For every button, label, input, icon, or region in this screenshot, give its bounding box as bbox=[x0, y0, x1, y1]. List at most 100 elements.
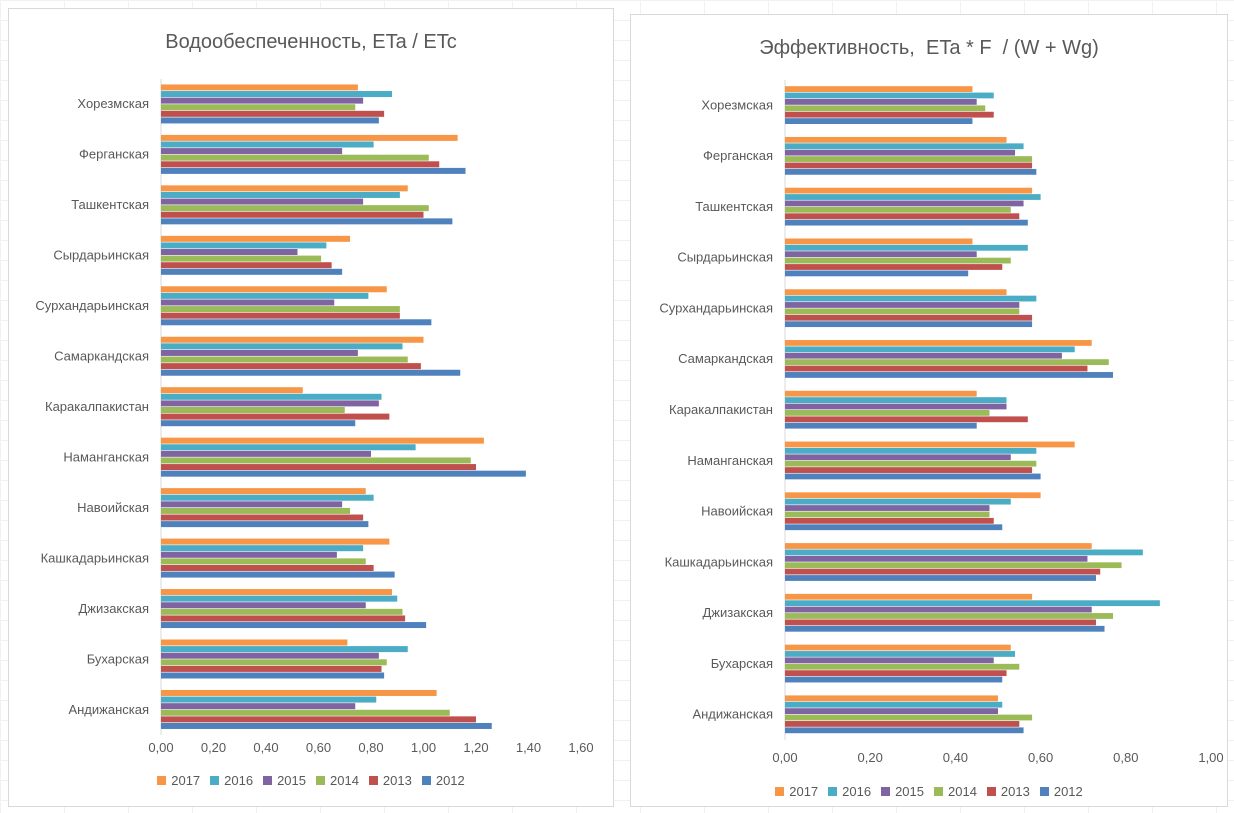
bar-2016[interactable] bbox=[161, 141, 374, 148]
bar-2012[interactable] bbox=[161, 167, 466, 174]
bar-2012[interactable] bbox=[161, 420, 356, 427]
bar-2017[interactable] bbox=[785, 238, 973, 245]
bar-2013[interactable] bbox=[161, 413, 390, 420]
bar-2014[interactable] bbox=[785, 359, 1109, 366]
bar-2014[interactable] bbox=[785, 562, 1122, 569]
bar-2016[interactable] bbox=[161, 595, 398, 602]
bar-2017[interactable] bbox=[785, 543, 1092, 549]
bar-2015[interactable] bbox=[161, 551, 337, 558]
bar-2015[interactable] bbox=[785, 251, 977, 258]
bar-2012[interactable] bbox=[785, 727, 1024, 734]
bar-2017[interactable] bbox=[785, 86, 973, 92]
bar-2012[interactable] bbox=[785, 321, 1033, 328]
legend-item-2014[interactable]: 2014 bbox=[934, 784, 977, 799]
legend-item-2015[interactable]: 2015 bbox=[881, 784, 924, 799]
bar-2016[interactable] bbox=[785, 143, 1024, 150]
bar-2012[interactable] bbox=[785, 524, 1003, 531]
legend-item-2017[interactable]: 2017 bbox=[775, 784, 818, 799]
chart-efficiency[interactable]: Эффективность, ETa * F / (W + Wg) Хорезм… bbox=[630, 14, 1228, 807]
legend-item-2012[interactable]: 2012 bbox=[1039, 784, 1083, 799]
bar-2015[interactable] bbox=[785, 505, 990, 511]
bar-2017[interactable] bbox=[161, 235, 350, 242]
bar-2014[interactable] bbox=[161, 205, 429, 212]
bar-2014[interactable] bbox=[785, 257, 1011, 264]
bar-2016[interactable] bbox=[785, 92, 994, 99]
bar-2012[interactable] bbox=[785, 219, 1028, 226]
bar-2012[interactable] bbox=[161, 117, 379, 124]
bar-2013[interactable] bbox=[161, 110, 385, 117]
bar-2016[interactable] bbox=[161, 91, 392, 98]
bar-2015[interactable] bbox=[785, 98, 977, 105]
bar-2017[interactable] bbox=[785, 492, 1041, 499]
legend-item-2013[interactable]: 2013 bbox=[986, 784, 1030, 799]
bar-2015[interactable] bbox=[785, 606, 1092, 613]
bar-2013[interactable] bbox=[785, 670, 1007, 677]
bar-2012[interactable] bbox=[161, 369, 461, 376]
bar-2017[interactable] bbox=[161, 488, 366, 495]
bar-2015[interactable] bbox=[161, 602, 366, 609]
bar-2016[interactable] bbox=[161, 343, 403, 350]
bar-2016[interactable] bbox=[161, 292, 369, 299]
bar-2017[interactable] bbox=[785, 644, 1011, 651]
legend-item-2017[interactable]: 2017 bbox=[157, 773, 200, 788]
bar-2013[interactable] bbox=[161, 514, 364, 521]
bar-2013[interactable] bbox=[161, 665, 382, 672]
bar-2017[interactable] bbox=[161, 689, 437, 696]
bar-2016[interactable] bbox=[161, 191, 400, 198]
bar-2015[interactable] bbox=[161, 97, 364, 104]
bar-2016[interactable] bbox=[785, 295, 1037, 302]
bar-2014[interactable] bbox=[161, 154, 429, 161]
bar-2015[interactable] bbox=[161, 450, 371, 457]
bar-2016[interactable] bbox=[161, 494, 374, 501]
bar-2014[interactable] bbox=[785, 156, 1033, 162]
bar-2017[interactable] bbox=[161, 134, 458, 141]
bar-2012[interactable] bbox=[161, 722, 492, 729]
bar-2014[interactable] bbox=[161, 558, 366, 565]
bar-2014[interactable] bbox=[785, 663, 1020, 670]
bar-2014[interactable] bbox=[161, 457, 471, 464]
bar-2016[interactable] bbox=[785, 244, 1028, 251]
bar-2016[interactable] bbox=[785, 600, 1160, 607]
bar-2015[interactable] bbox=[785, 403, 1007, 410]
bar-2016[interactable] bbox=[785, 549, 1143, 556]
bar-2017[interactable] bbox=[161, 589, 392, 596]
bar-2013[interactable] bbox=[161, 363, 421, 370]
bar-2014[interactable] bbox=[161, 608, 403, 615]
bar-2012[interactable] bbox=[161, 622, 427, 629]
bar-2017[interactable] bbox=[161, 84, 358, 91]
bar-2016[interactable] bbox=[161, 545, 364, 552]
legend-item-2016[interactable]: 2016 bbox=[828, 784, 871, 799]
bar-2014[interactable] bbox=[785, 206, 1011, 213]
bar-2013[interactable] bbox=[785, 416, 1028, 423]
bar-2017[interactable] bbox=[785, 136, 1007, 143]
bar-2012[interactable] bbox=[161, 319, 432, 326]
bar-2012[interactable] bbox=[785, 473, 1041, 480]
bar-2016[interactable] bbox=[161, 696, 377, 703]
bar-2017[interactable] bbox=[785, 340, 1092, 346]
bar-2012[interactable] bbox=[785, 118, 973, 124]
bar-2015[interactable] bbox=[785, 555, 1088, 562]
bar-2013[interactable] bbox=[785, 314, 1033, 321]
bar-2013[interactable] bbox=[161, 211, 424, 218]
bar-2016[interactable] bbox=[785, 194, 1041, 200]
bar-2017[interactable] bbox=[161, 639, 348, 646]
bar-2013[interactable] bbox=[785, 721, 1020, 727]
bar-2015[interactable] bbox=[161, 400, 379, 407]
bar-2015[interactable] bbox=[785, 352, 1062, 359]
bar-2016[interactable] bbox=[785, 447, 1037, 454]
bar-2014[interactable] bbox=[785, 460, 1037, 467]
bar-2015[interactable] bbox=[785, 657, 994, 664]
legend-item-2012[interactable]: 2012 bbox=[421, 773, 465, 788]
bar-2014[interactable] bbox=[785, 613, 1114, 619]
bar-2012[interactable] bbox=[785, 422, 977, 429]
bar-2017[interactable] bbox=[785, 390, 977, 397]
bar-2014[interactable] bbox=[785, 714, 1033, 721]
bar-2015[interactable] bbox=[161, 299, 335, 306]
bar-2015[interactable] bbox=[785, 454, 1011, 461]
bar-2016[interactable] bbox=[785, 701, 1003, 708]
bar-2012[interactable] bbox=[785, 625, 1105, 632]
bar-2014[interactable] bbox=[161, 255, 322, 262]
bar-2014[interactable] bbox=[161, 659, 387, 666]
bar-2015[interactable] bbox=[161, 703, 356, 710]
bar-2014[interactable] bbox=[785, 410, 990, 416]
